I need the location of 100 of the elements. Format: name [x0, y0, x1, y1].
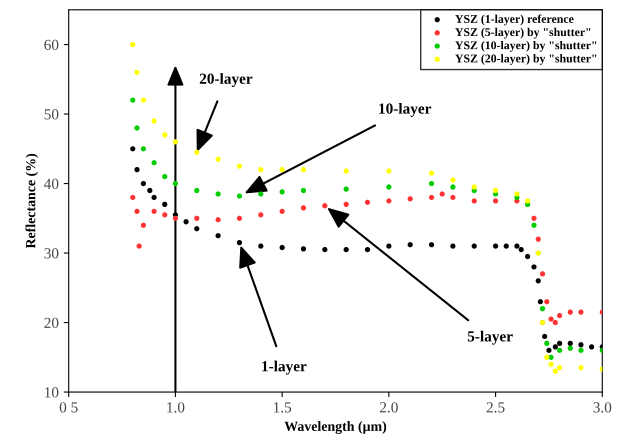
point	[568, 346, 573, 351]
point	[538, 299, 543, 304]
point	[428, 180, 434, 186]
point	[531, 222, 537, 228]
annotation: 10-layer	[379, 102, 432, 117]
y-tick-label: 20	[44, 318, 58, 328]
point	[450, 243, 456, 249]
y-tick-label: 50	[44, 109, 58, 120]
legend-label: YSZ (5-layer) by "shutter"	[455, 28, 590, 39]
point	[130, 146, 136, 152]
point	[147, 188, 152, 194]
point	[216, 233, 221, 238]
point	[236, 240, 242, 246]
point	[386, 168, 392, 174]
point	[492, 188, 498, 194]
point	[322, 246, 328, 252]
point	[364, 246, 370, 252]
point	[540, 306, 546, 312]
point	[140, 180, 146, 186]
x-axis-title: Wavelength (µm)	[284, 421, 386, 434]
point	[524, 198, 530, 204]
y-tick-label: 10	[45, 387, 58, 398]
point	[544, 299, 550, 304]
point	[540, 271, 546, 276]
y-tick-label: 60	[44, 40, 58, 50]
point	[300, 246, 306, 252]
point	[130, 98, 136, 103]
point	[172, 180, 178, 186]
point	[280, 189, 285, 194]
point	[546, 348, 552, 353]
point	[216, 191, 221, 197]
point	[552, 344, 558, 350]
point	[544, 340, 550, 346]
y-axis-title: Reflectance (%)	[25, 154, 38, 248]
point	[557, 340, 562, 346]
point	[578, 342, 584, 348]
point	[518, 246, 524, 252]
point	[162, 212, 168, 218]
point	[450, 177, 456, 183]
point	[386, 184, 392, 190]
point	[408, 242, 413, 248]
point	[568, 340, 573, 346]
point	[194, 188, 200, 194]
point	[386, 243, 392, 249]
point	[130, 42, 136, 48]
point	[183, 219, 189, 224]
x-tick-label: 2.5	[486, 402, 505, 413]
point	[492, 198, 498, 204]
point	[504, 243, 509, 249]
x-tick-label: 3.0	[593, 402, 612, 413]
point	[344, 168, 349, 174]
point	[578, 348, 584, 353]
point	[408, 196, 413, 202]
point	[344, 202, 349, 207]
point	[557, 312, 562, 318]
point	[531, 264, 537, 270]
point	[531, 216, 537, 221]
point	[134, 208, 140, 214]
annotation: 5-layer	[468, 330, 513, 345]
point	[151, 194, 157, 200]
point	[542, 334, 548, 340]
point	[151, 118, 157, 124]
point	[344, 246, 349, 252]
point	[151, 160, 157, 166]
point	[151, 208, 157, 214]
x-tick-label: 0 5	[60, 402, 78, 413]
legend-label: YSZ (1-layer) reference	[455, 14, 574, 26]
x-tick-label: 1.5	[274, 402, 292, 413]
point	[472, 243, 477, 249]
point	[194, 150, 200, 155]
point	[557, 365, 562, 370]
point	[557, 348, 562, 353]
point	[386, 198, 392, 204]
point	[364, 200, 370, 205]
legend-label: YSZ (20-layer) by "shutter"	[455, 54, 596, 65]
point	[578, 310, 584, 315]
point	[140, 98, 146, 103]
point	[258, 167, 264, 172]
legend-label: YSZ (10-layer) by "shutter"	[455, 40, 596, 52]
point	[140, 146, 146, 152]
point	[322, 203, 328, 208]
point	[300, 205, 306, 210]
point	[472, 198, 477, 204]
point	[428, 194, 434, 200]
point	[140, 222, 146, 228]
point	[492, 243, 498, 249]
x-tick-label: 1.0	[167, 402, 184, 413]
annotation: 1-layer	[262, 360, 306, 375]
point	[216, 217, 221, 222]
point	[578, 365, 584, 370]
annotation: 20-layer	[200, 73, 252, 87]
point	[280, 167, 285, 172]
point	[428, 170, 434, 176]
y-tick-label: 30	[44, 248, 58, 258]
point	[300, 188, 306, 194]
point	[216, 156, 221, 162]
point	[472, 184, 477, 190]
point	[258, 212, 264, 218]
point	[130, 194, 136, 200]
point	[136, 243, 142, 249]
